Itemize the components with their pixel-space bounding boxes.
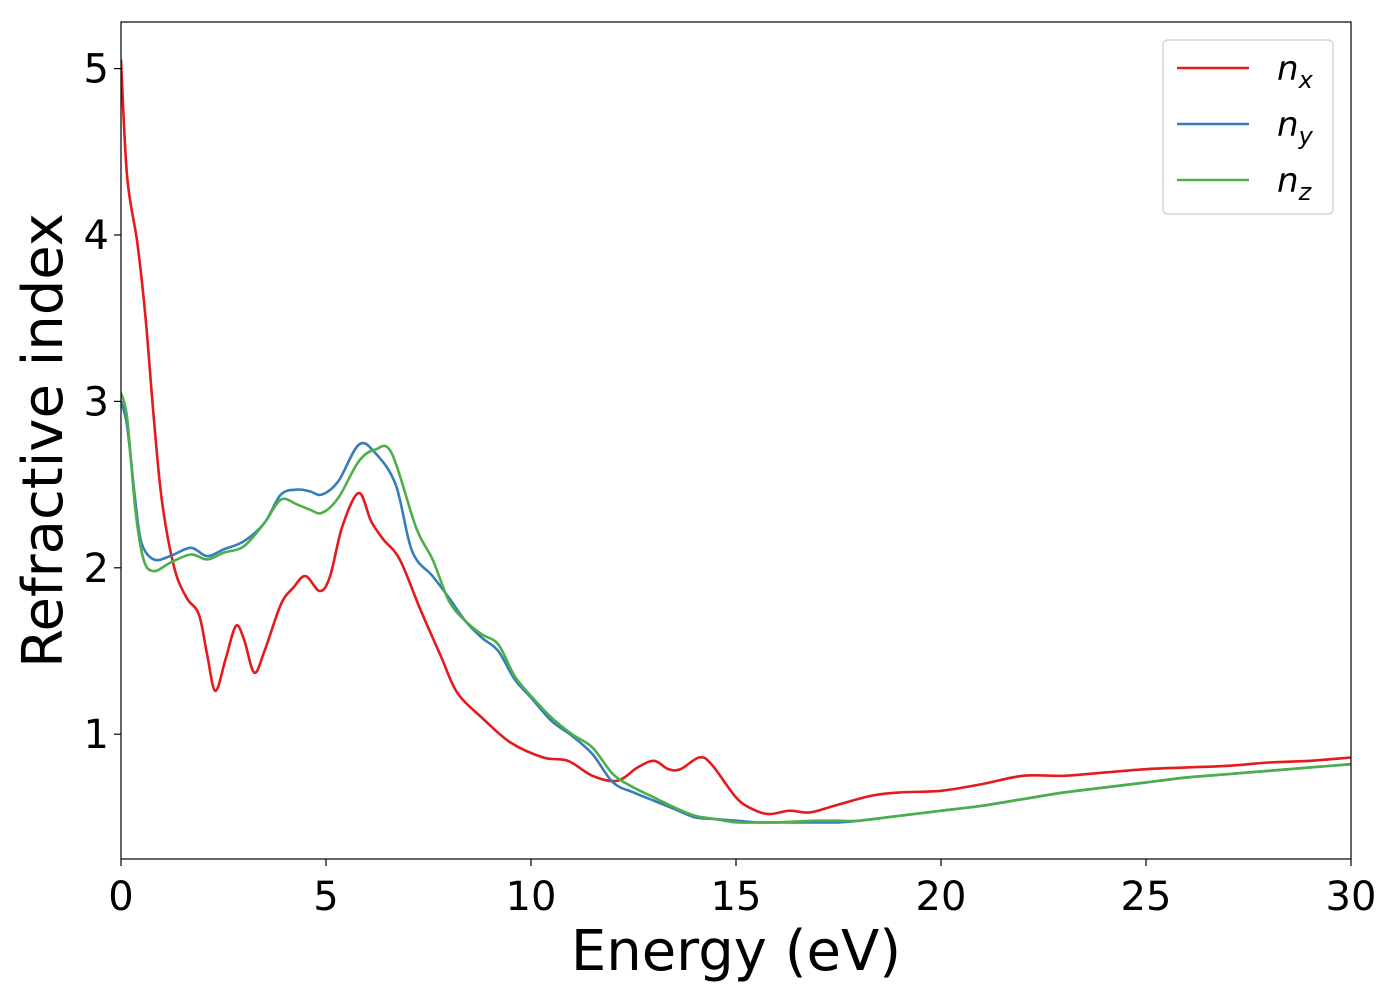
- x-axis: 0 5 10 15 20 25 30: [108, 859, 1376, 920]
- y-tick-label: 1: [84, 712, 109, 758]
- y-tick-label: 3: [84, 379, 109, 425]
- y-tick-label: 2: [84, 546, 109, 592]
- x-tick-label: 15: [711, 874, 762, 920]
- x-tick-label: 30: [1326, 874, 1377, 920]
- series-layer: [121, 58, 1351, 824]
- series-line-z: [121, 391, 1351, 824]
- series-line-x: [121, 58, 1351, 816]
- series-line-y: [121, 400, 1351, 824]
- legend: nx ny nz: [1162, 39, 1334, 215]
- x-tick-label: 0: [108, 874, 133, 920]
- legend-label-y: ny: [1277, 105, 1314, 150]
- y-axis-title: Refractive index: [11, 213, 76, 668]
- y-tick-label: 5: [84, 47, 109, 93]
- x-axis-title: Energy (eV): [571, 919, 901, 984]
- x-tick-label: 5: [313, 874, 338, 920]
- legend-label-z: nz: [1277, 161, 1313, 206]
- x-tick-label: 20: [916, 874, 967, 920]
- legend-box: [1162, 39, 1334, 215]
- legend-label-x: nx: [1277, 49, 1314, 94]
- x-tick-label: 10: [506, 874, 557, 920]
- y-tick-label: 4: [84, 213, 109, 259]
- x-tick-label: 25: [1121, 874, 1172, 920]
- y-axis: 1 2 3 4 5: [84, 47, 121, 758]
